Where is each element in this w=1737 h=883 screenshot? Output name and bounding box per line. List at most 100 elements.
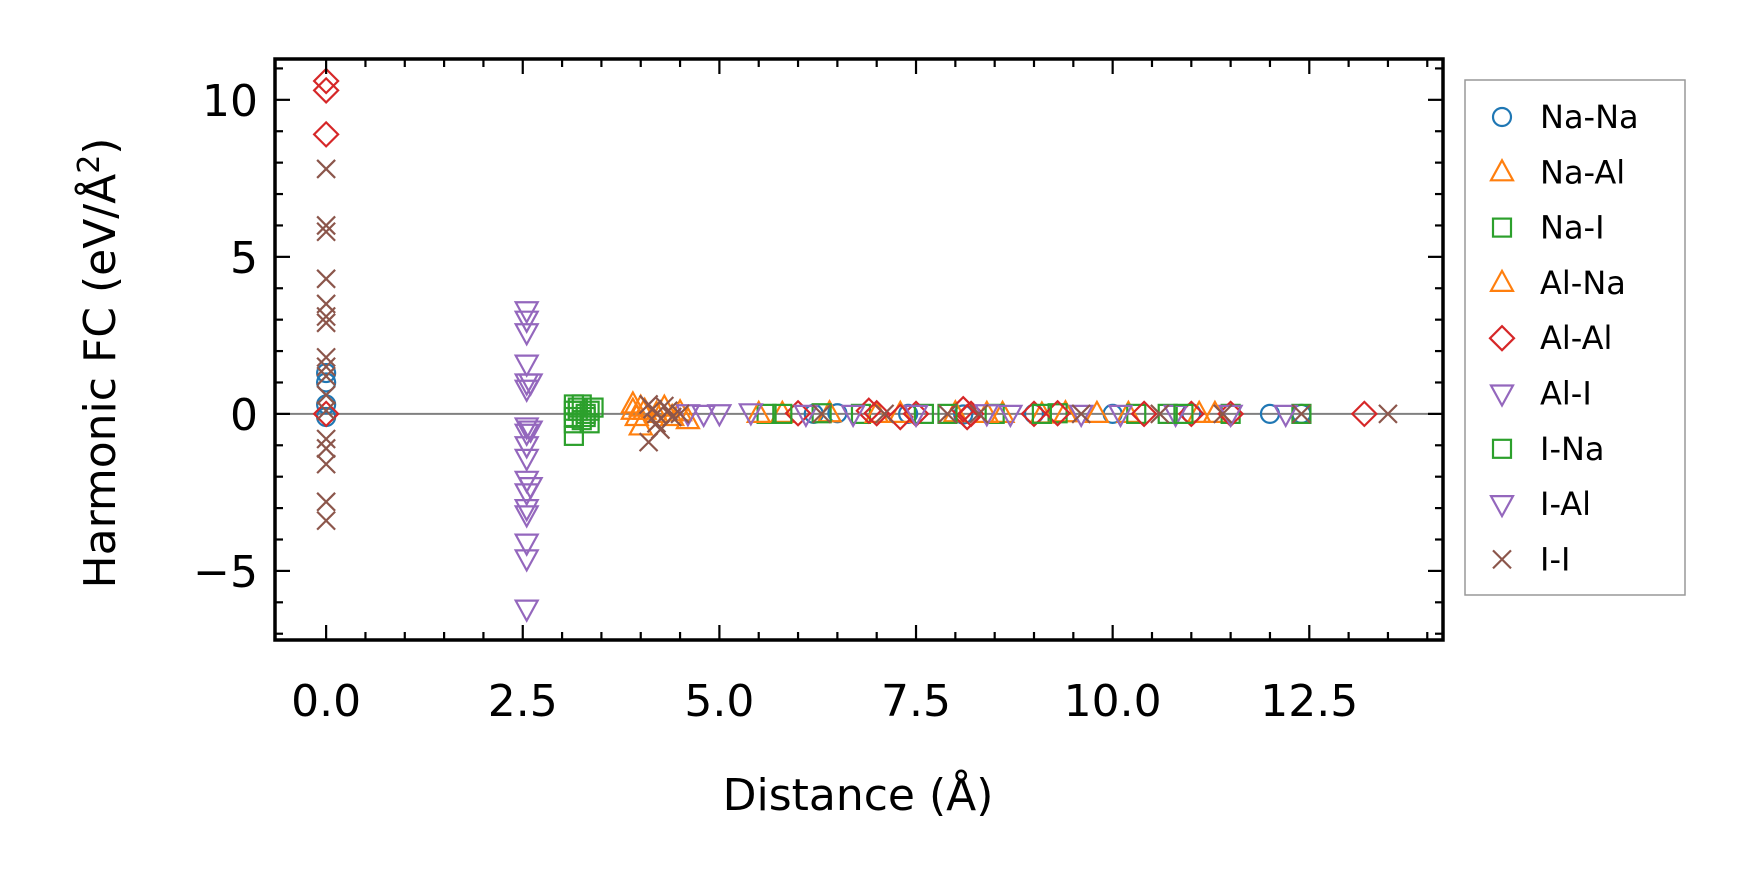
legend-marker-al-na bbox=[1489, 268, 1515, 292]
x-tick-label: 0.0 bbox=[291, 676, 361, 727]
y-tick-label: −5 bbox=[193, 547, 258, 598]
data-point-i-i bbox=[316, 438, 336, 459]
plot-area bbox=[275, 67, 1443, 623]
legend-label-al-na: Al-Na bbox=[1540, 264, 1626, 302]
legend-label-al-i: Al-I bbox=[1540, 375, 1592, 413]
data-point-al-i bbox=[513, 417, 540, 441]
data-point-al-i bbox=[513, 323, 540, 347]
legend-marker-i-na bbox=[1491, 438, 1513, 459]
data-point-i-i bbox=[316, 454, 336, 474]
data-point-i-al bbox=[840, 404, 866, 429]
legend-entry-al-al: Al-Al bbox=[1488, 319, 1612, 357]
data-point-i-i bbox=[874, 404, 895, 424]
legend-marker-na-al bbox=[1489, 158, 1515, 182]
legend-label-na-al: Na-Al bbox=[1540, 153, 1625, 191]
data-point-i-i bbox=[316, 492, 336, 512]
legend-entry-na-al: Na-Al bbox=[1489, 153, 1625, 191]
legend-entry-na-na: Na-Na bbox=[1491, 98, 1639, 136]
legend-marker-i-i bbox=[1492, 549, 1512, 570]
data-point-i-al bbox=[517, 420, 544, 444]
legend-entry-i-i: I-I bbox=[1492, 540, 1570, 578]
data-point-i-al bbox=[1272, 404, 1299, 429]
data-point-na-na bbox=[316, 362, 337, 384]
data-point-al-na bbox=[1084, 399, 1110, 423]
legend-marker-al-i bbox=[1489, 384, 1515, 408]
data-point-na-na bbox=[953, 404, 974, 425]
data-point-al-al bbox=[1350, 400, 1378, 428]
data-point-al-al bbox=[312, 120, 340, 148]
data-point-al-na bbox=[745, 399, 772, 423]
data-point-al-i bbox=[513, 423, 540, 448]
data-point-i-i bbox=[1071, 404, 1091, 424]
x-axis-label: Distance (Å) bbox=[723, 768, 994, 821]
data-point-al-i bbox=[793, 404, 819, 429]
data-point-i-i bbox=[316, 366, 336, 386]
data-point-al-al bbox=[312, 400, 340, 428]
data-point-al-i bbox=[903, 404, 929, 429]
data-point-al-al bbox=[1044, 399, 1072, 427]
plot-frame bbox=[273, 57, 1445, 642]
legend-label-i-i: I-I bbox=[1540, 540, 1570, 578]
data-point-al-i bbox=[513, 505, 540, 529]
tick-labels: 0.0 2.5 5.0 7.5 10.0 12.5 10 5 0 −5 bbox=[193, 76, 1358, 727]
series-al-i bbox=[513, 301, 1244, 623]
data-point-i-i bbox=[638, 432, 659, 452]
data-point-na-i bbox=[563, 425, 584, 446]
data-point-al-al bbox=[312, 67, 340, 95]
legend-entry-i-na: I-Na bbox=[1491, 430, 1605, 468]
legend-marker-al-al bbox=[1488, 324, 1516, 352]
legend: Na-Na Na-Al Na-I Al-Na Al-Al Al-I I-Na I-Al I-I bbox=[1464, 79, 1686, 596]
data-point-al-al bbox=[784, 399, 812, 427]
x-tick-label: 7.5 bbox=[881, 676, 951, 727]
x-tick-label: 12.5 bbox=[1260, 676, 1358, 727]
data-point-al-i bbox=[513, 498, 540, 523]
y-tick-label: 10 bbox=[202, 76, 258, 127]
data-point-i-i bbox=[316, 215, 336, 236]
data-point-i-i bbox=[670, 404, 690, 424]
data-point-al-i bbox=[513, 354, 540, 378]
legend-label-na-na: Na-Na bbox=[1540, 98, 1639, 136]
data-point-i-na bbox=[575, 406, 596, 428]
data-point-i-na bbox=[937, 403, 958, 424]
data-point-i-i bbox=[658, 400, 679, 421]
data-point-al-i bbox=[997, 404, 1024, 429]
data-point-al-i bbox=[513, 379, 540, 404]
data-point-i-i bbox=[1150, 404, 1170, 424]
data-point-i-na bbox=[1031, 403, 1052, 424]
data-point-i-i bbox=[1212, 404, 1233, 424]
data-point-na-al bbox=[675, 405, 701, 430]
y-tick-label: 0 bbox=[230, 390, 258, 441]
legend-entry-na-i: Na-I bbox=[1491, 209, 1605, 247]
data-point-al-i bbox=[1068, 404, 1095, 429]
data-point-i-i bbox=[316, 400, 336, 421]
data-point-na-na bbox=[316, 372, 337, 393]
legend-marker-i-al bbox=[1489, 495, 1515, 519]
data-point-i-i bbox=[316, 306, 336, 327]
x-tick-label: 10.0 bbox=[1064, 676, 1162, 727]
data-point-al-al bbox=[312, 76, 340, 104]
legend-label-al-al: Al-Al bbox=[1540, 319, 1612, 357]
data-point-i-i bbox=[811, 404, 832, 424]
data-point-i-i bbox=[1291, 404, 1312, 424]
data-point-i-al bbox=[1107, 404, 1134, 429]
series-al-al bbox=[312, 67, 1378, 431]
legend-marker-na-na bbox=[1491, 106, 1513, 128]
data-point-al-i bbox=[513, 533, 540, 557]
data-point-i-i bbox=[316, 313, 336, 333]
data-point-al-na bbox=[620, 396, 646, 420]
legend-marker-na-i bbox=[1491, 217, 1513, 238]
data-point-al-al bbox=[1020, 400, 1048, 428]
series-i-na bbox=[567, 400, 1194, 428]
legend-label-na-i: Na-I bbox=[1540, 209, 1605, 247]
data-point-al-na bbox=[1186, 399, 1213, 423]
data-point-al-i bbox=[706, 404, 733, 428]
data-point-na-i bbox=[579, 400, 600, 421]
data-point-al-i bbox=[513, 599, 540, 623]
legend-label-i-na: I-Na bbox=[1540, 430, 1605, 468]
data-point-al-i bbox=[513, 310, 540, 334]
data-point-i-na bbox=[772, 403, 793, 424]
data-point-i-i bbox=[1378, 404, 1398, 424]
data-point-i-i bbox=[969, 404, 989, 424]
legend-frame bbox=[1464, 79, 1686, 596]
